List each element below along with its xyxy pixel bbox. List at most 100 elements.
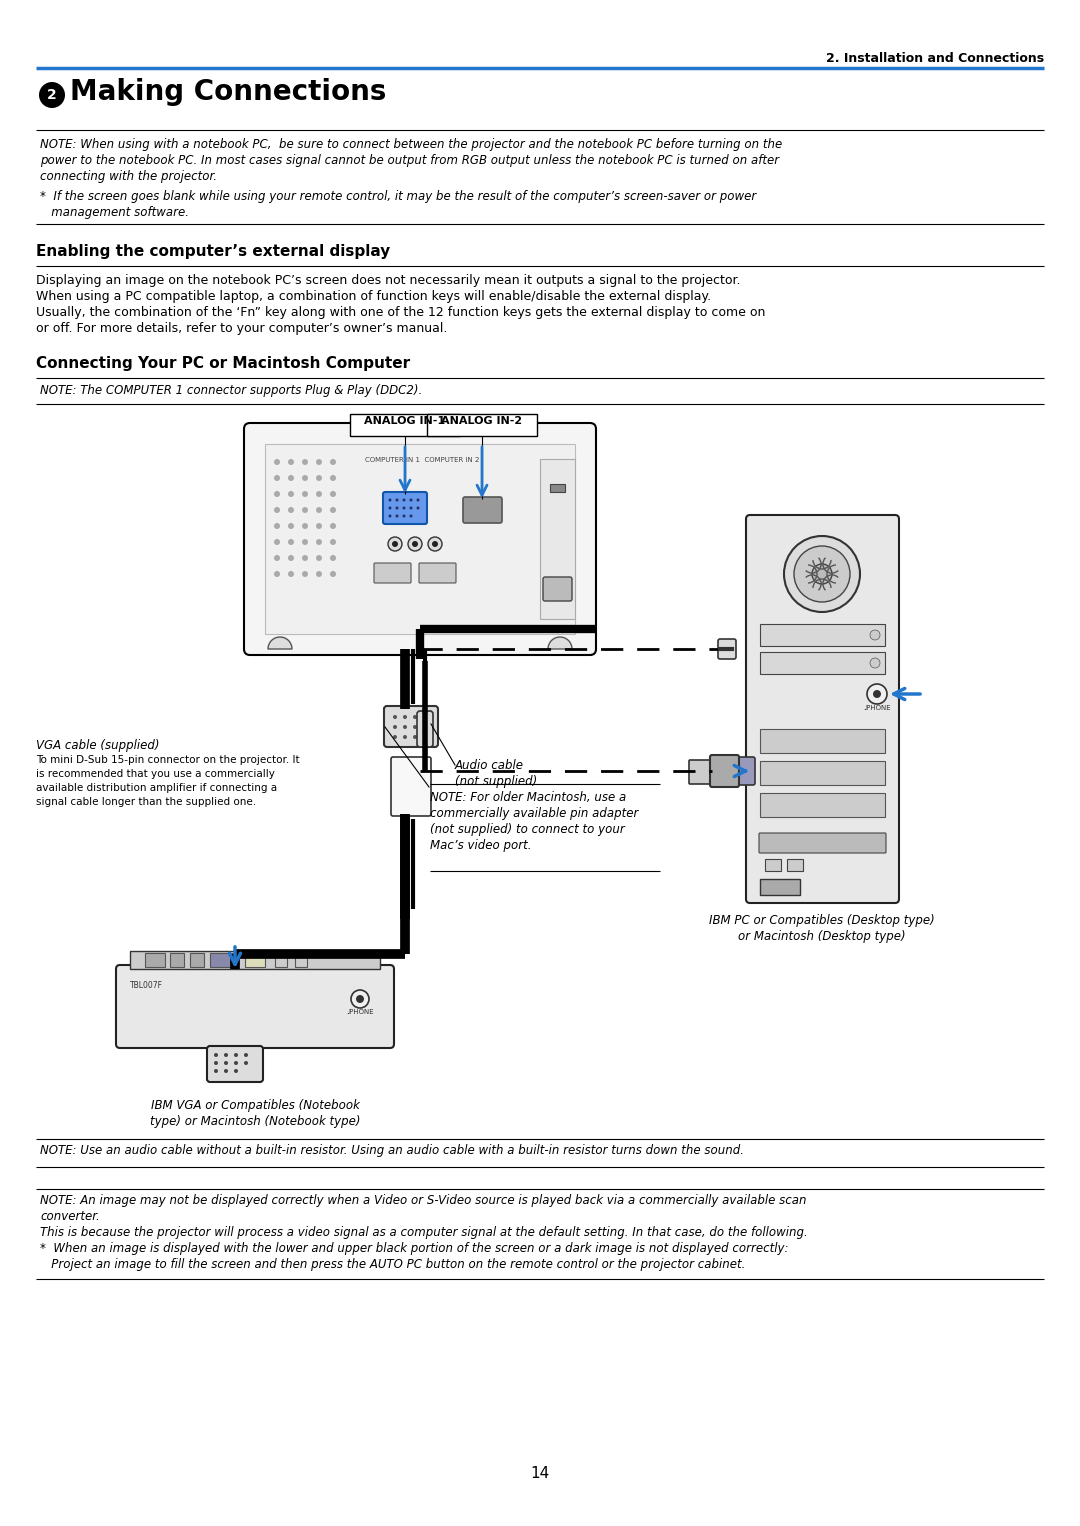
Bar (550, 484, 565, 491)
Circle shape (302, 491, 308, 497)
Circle shape (413, 736, 417, 739)
Text: power to the notebook PC. In most cases signal cannot be output from RGB output : power to the notebook PC. In most cases … (40, 154, 779, 166)
Circle shape (288, 475, 294, 481)
Circle shape (274, 539, 280, 545)
Circle shape (417, 507, 419, 510)
Bar (130, 951, 380, 969)
Circle shape (224, 1070, 228, 1073)
Text: is recommended that you use a commercially: is recommended that you use a commercial… (36, 769, 275, 778)
Circle shape (356, 995, 364, 1003)
Text: IBM VGA or Compatibles (Notebook: IBM VGA or Compatibles (Notebook (150, 1099, 360, 1112)
Circle shape (330, 571, 336, 577)
Bar (190, 954, 204, 967)
Circle shape (316, 491, 322, 497)
Circle shape (214, 1061, 218, 1065)
Circle shape (316, 571, 322, 577)
Circle shape (413, 725, 417, 729)
FancyBboxPatch shape (746, 514, 899, 903)
Circle shape (288, 507, 294, 513)
Bar (760, 624, 885, 645)
FancyBboxPatch shape (689, 760, 713, 784)
Bar (760, 794, 885, 816)
Circle shape (393, 716, 397, 719)
Circle shape (274, 555, 280, 562)
Text: ANALOG IN-2: ANALOG IN-2 (442, 417, 523, 426)
Bar (787, 859, 804, 871)
Circle shape (302, 571, 308, 577)
Text: NOTE: The COMPUTER 1 connector supports Plug & Play (DDC2).: NOTE: The COMPUTER 1 connector supports … (40, 385, 422, 397)
FancyBboxPatch shape (463, 497, 502, 523)
Bar (765, 859, 781, 871)
Circle shape (411, 542, 418, 546)
Circle shape (274, 475, 280, 481)
Circle shape (234, 1070, 238, 1073)
Circle shape (224, 1053, 228, 1058)
Circle shape (234, 1061, 238, 1065)
Text: Audio cable: Audio cable (455, 758, 524, 772)
Circle shape (389, 499, 391, 502)
Circle shape (330, 539, 336, 545)
Circle shape (288, 459, 294, 465)
Text: 14: 14 (530, 1466, 550, 1482)
Text: *  If the screen goes blank while using your remote control, it may be the resul: * If the screen goes blank while using y… (40, 191, 756, 203)
Circle shape (302, 507, 308, 513)
Circle shape (784, 536, 860, 612)
Text: Making Connections: Making Connections (70, 78, 387, 105)
FancyBboxPatch shape (374, 563, 411, 583)
Text: ♩PHONE: ♩PHONE (863, 705, 891, 711)
FancyBboxPatch shape (417, 711, 433, 748)
Text: ♩PHONE: ♩PHONE (347, 1009, 374, 1015)
Circle shape (867, 684, 887, 703)
Bar (145, 954, 165, 967)
Circle shape (409, 499, 413, 502)
Text: VGA cable (supplied): VGA cable (supplied) (36, 739, 160, 752)
Circle shape (870, 658, 880, 668)
Text: Mac’s video port.: Mac’s video port. (430, 839, 531, 852)
FancyBboxPatch shape (244, 423, 596, 655)
Text: ANALOG IN-1: ANALOG IN-1 (364, 417, 446, 426)
FancyBboxPatch shape (207, 1045, 264, 1082)
Circle shape (432, 542, 438, 546)
Text: To mini D-Sub 15-pin connector on the projector. It: To mini D-Sub 15-pin connector on the pr… (36, 755, 299, 765)
Circle shape (423, 725, 427, 729)
Circle shape (403, 514, 405, 517)
Text: management software.: management software. (40, 206, 189, 220)
FancyBboxPatch shape (383, 491, 427, 523)
Circle shape (403, 736, 407, 739)
Text: NOTE: Use an audio cable without a built-in resistor. Using an audio cable with : NOTE: Use an audio cable without a built… (40, 1144, 744, 1157)
Text: or off. For more details, refer to your computer’s owner’s manual.: or off. For more details, refer to your … (36, 322, 447, 336)
Circle shape (870, 630, 880, 639)
Circle shape (316, 523, 322, 530)
Text: or Macintosh (Desktop type): or Macintosh (Desktop type) (739, 929, 906, 943)
Circle shape (288, 571, 294, 577)
Text: type) or Macintosh (Notebook type): type) or Macintosh (Notebook type) (150, 1116, 361, 1128)
Bar (760, 761, 885, 784)
FancyBboxPatch shape (718, 639, 735, 659)
Circle shape (274, 571, 280, 577)
Bar (295, 954, 307, 967)
Circle shape (351, 990, 369, 1009)
Bar (760, 879, 800, 896)
Circle shape (214, 1070, 218, 1073)
Circle shape (302, 539, 308, 545)
Text: NOTE: An image may not be displayed correctly when a Video or S-Video source is : NOTE: An image may not be displayed corr… (40, 1193, 807, 1207)
Text: available distribution amplifier if connecting a: available distribution amplifier if conn… (36, 783, 278, 794)
Bar (275, 954, 287, 967)
Wedge shape (268, 636, 292, 649)
Circle shape (330, 491, 336, 497)
Circle shape (403, 725, 407, 729)
Bar (210, 954, 238, 967)
Circle shape (330, 459, 336, 465)
Circle shape (389, 514, 391, 517)
Text: TBL007F: TBL007F (130, 981, 163, 990)
Circle shape (423, 716, 427, 719)
FancyBboxPatch shape (116, 964, 394, 1048)
Circle shape (316, 475, 322, 481)
Circle shape (234, 1053, 238, 1058)
Text: (not supplied): (not supplied) (455, 775, 537, 787)
Circle shape (302, 523, 308, 530)
Circle shape (302, 475, 308, 481)
Circle shape (388, 537, 402, 551)
Circle shape (403, 507, 405, 510)
Bar (170, 954, 184, 967)
